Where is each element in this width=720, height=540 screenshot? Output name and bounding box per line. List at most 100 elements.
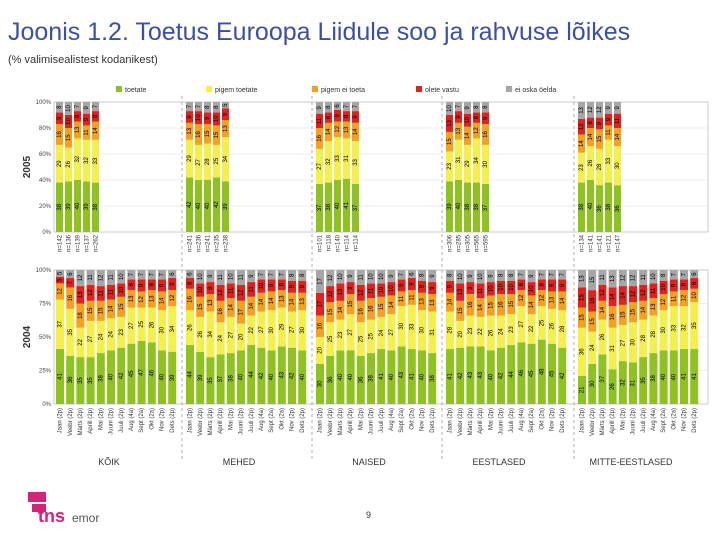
bar-2004-g3-b1-segment-pigem_toetab xyxy=(456,320,465,348)
data-label: 40 xyxy=(75,202,81,209)
bar-2004-g1-b6-segment-pigem_ei_toeta xyxy=(247,296,256,316)
data-label: 9 xyxy=(430,286,436,290)
data-label: 15 xyxy=(590,276,596,283)
bar-2004-g1-b4-segment-ei_oska_oelda xyxy=(226,270,235,284)
data-label: 40 xyxy=(205,202,211,209)
bar-2005-g0-b2-segment-pigem_toetab xyxy=(74,138,81,180)
bar-2004-g0-b5-segment-pigem_ei_toeta xyxy=(107,299,115,319)
data-label: 12 xyxy=(474,127,480,134)
data-label: 16 xyxy=(468,301,474,308)
bar-2004-g3-b8-segment-pigem_toetab xyxy=(527,314,536,344)
bar-2004-g2-b8-segment-olete_vastu xyxy=(397,279,406,292)
bar-2004-g4-b9-segment-pigem_ei_toeta xyxy=(669,291,678,307)
data-label: 23 xyxy=(579,164,585,171)
data-label: 42 xyxy=(259,372,265,379)
month-label: Sept (2a) xyxy=(139,408,145,433)
data-label: 14 xyxy=(478,304,484,311)
bar-2005-g1-b0-segment-toetab xyxy=(186,177,193,232)
group-label-0: KÕIK xyxy=(98,457,120,467)
bar-2004-g0-b5-segment-olete_vastu xyxy=(107,284,115,300)
bar-2004-g3-b1-segment-ei_oska_oelda xyxy=(456,270,465,284)
data-label: 8 xyxy=(75,114,81,118)
month-label: Mai (2p) xyxy=(228,408,234,430)
bar-2004-g1-b5-segment-pigem_toetab xyxy=(237,323,245,351)
data-label: 9 xyxy=(448,284,454,288)
month-label: Nov (2p) xyxy=(420,408,426,431)
data-label: 10 xyxy=(379,286,385,293)
data-label: 9 xyxy=(409,282,415,286)
bar-2004-g1-b4-segment-pigem_ei_toeta xyxy=(226,298,235,317)
data-label: 12 xyxy=(600,289,606,296)
data-label: 38 xyxy=(369,375,375,382)
data-label: 13 xyxy=(75,126,81,133)
data-label: 32 xyxy=(84,157,90,164)
data-label: 14 xyxy=(600,306,606,313)
bar-2004-g3-b2-segment-toetab xyxy=(466,346,475,404)
y-tick-label: 100% xyxy=(36,268,52,274)
bar-2004-g4-b2-segment-pigem_ei_toeta xyxy=(598,300,607,320)
bar-2005-g1-b3-segment-olete_vastu xyxy=(213,112,220,126)
bar-2004-g0-b5-segment-ei_oska_oelda xyxy=(107,270,115,285)
bar-2004-g1-b0-segment-olete_vastu xyxy=(186,278,194,289)
bar-2004-g1-b0-segment-toetab xyxy=(186,345,194,404)
data-label: 15 xyxy=(509,300,515,307)
bar-2004-g2-b4-segment-olete_vastu xyxy=(356,284,365,301)
bar-2004-g0-b2-segment-toetab xyxy=(76,357,85,404)
data-label: 6 xyxy=(188,272,194,276)
data-label: 8 xyxy=(214,105,220,109)
bar-2004-g0-b4-segment-toetab xyxy=(96,353,105,404)
bar-2004-g3-b2-segment-ei_oska_oelda xyxy=(466,270,475,283)
bar-2004-g4-b7-segment-pigem_ei_toeta xyxy=(649,298,658,316)
data-label: 9 xyxy=(84,106,90,110)
data-label: 23 xyxy=(338,331,344,338)
bar-2004-g0-b1-segment-ei_oska_oelda xyxy=(66,270,75,279)
data-label: 40 xyxy=(661,373,667,380)
bar-2004-g3-b10-segment-pigem_toetab xyxy=(548,308,556,344)
data-label: 10 xyxy=(259,282,265,289)
data-label: 13 xyxy=(279,295,285,302)
data-label: 11 xyxy=(98,290,104,297)
bar-2004-g0-b10-segment-pigem_ei_toeta xyxy=(158,291,166,311)
data-label: 9 xyxy=(84,117,90,121)
data-label: 13 xyxy=(187,127,193,134)
bar-2005-g0-b0-segment-olete_vastu xyxy=(56,112,63,125)
bar-2004-g3-b3-segment-pigem_toetab xyxy=(476,316,485,347)
data-label: 12 xyxy=(170,294,176,301)
bar-2004-g1-b11-segment-toetab xyxy=(298,350,307,404)
bar-2004-g0-b2-segment-olete_vastu xyxy=(76,286,85,304)
data-label: 8 xyxy=(279,282,285,286)
bar-2005-g0-b4-segment-ei_oska_oelda xyxy=(92,102,99,112)
bar-2004-g1-b6-segment-ei_oska_oelda xyxy=(247,270,256,283)
data-label: 9 xyxy=(205,116,211,120)
data-label: 9 xyxy=(488,274,494,278)
n-label: n=142 xyxy=(58,234,64,252)
stacked-bar-chart: 2005 2004 100% 80% 60% 40% 20% 0% 100% 75% 50% 25% 0… xyxy=(22,86,709,467)
bar-2005-g0-b3-segment-pigem_ei_toeta xyxy=(83,125,90,140)
data-label: 30 xyxy=(420,326,426,333)
data-label: 16 xyxy=(358,308,364,315)
bar-2004-g3-b11-segment-ei_oska_oelda xyxy=(558,270,567,280)
data-label: 13 xyxy=(129,295,135,302)
month-label: Juuli (2p) xyxy=(379,408,385,433)
data-label: 12 xyxy=(58,287,64,294)
data-label: 10 xyxy=(119,273,125,280)
bar-2004-g3-b0-segment-pigem_toetab xyxy=(446,311,454,350)
month-label: Dets (2p) xyxy=(692,408,698,433)
data-label: 9 xyxy=(353,115,359,119)
bar-2004-g2-b7-segment-olete_vastu xyxy=(387,282,396,296)
bar-2004-g1-b5-segment-pigem_ei_toeta xyxy=(237,300,245,324)
bar-2004-g2-b10-segment-ei_oska_oelda xyxy=(418,270,426,281)
data-label: 15 xyxy=(205,130,211,137)
month-label: Mai (2p) xyxy=(488,408,494,430)
month-label: Okt (2a) xyxy=(671,408,677,430)
data-label: 16 xyxy=(318,322,324,329)
month-label: Aprill (2p) xyxy=(348,408,354,434)
bar-2004-g2-b6-segment-ei_oska_oelda xyxy=(377,270,386,284)
data-label: 24 xyxy=(98,333,104,340)
data-label: 8 xyxy=(188,281,194,285)
data-label: 15 xyxy=(597,135,603,142)
bar-2004-g0-b3-segment-toetab xyxy=(86,357,95,404)
month-label: Veebr (2p) xyxy=(458,408,464,436)
data-label: 9 xyxy=(57,116,63,120)
data-label: 12 xyxy=(641,289,647,296)
